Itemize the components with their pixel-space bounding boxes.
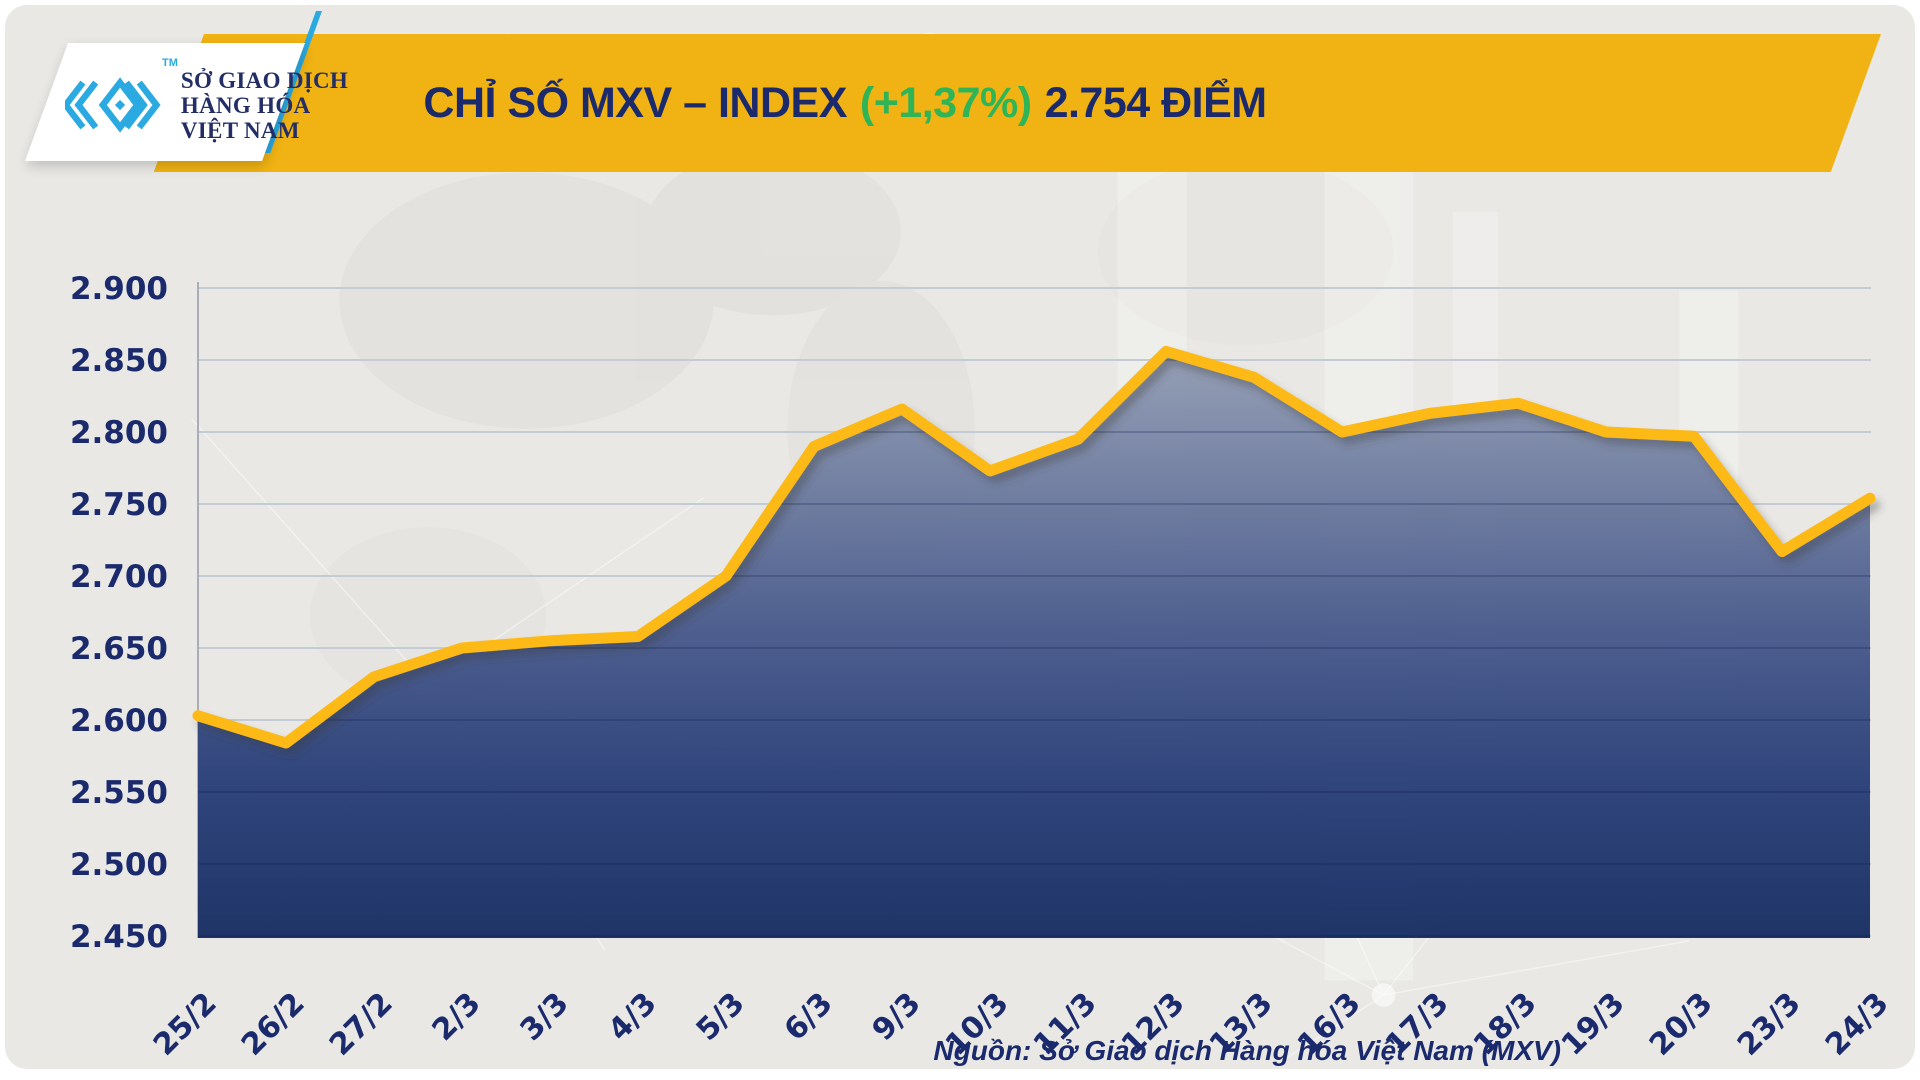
x-axis-label: 6/3	[778, 986, 840, 1048]
x-axis-label: 27/2	[323, 986, 400, 1063]
area-fill	[198, 351, 1870, 938]
x-axis-label: 23/3	[1731, 986, 1808, 1063]
x-axis-label: 19/3	[1555, 986, 1632, 1063]
trademark-symbol: TM	[162, 57, 178, 69]
y-axis-label: 2.800	[70, 415, 168, 451]
mxv-index-area-chart: 2.450 2.500 2.550 2.600 2.650 2.700 2.750 2.800…	[70, 271, 1896, 1063]
chart-card: 2.450 2.500 2.550 2.600 2.650 2.700 2.750 2.800…	[5, 5, 1915, 1069]
logo-text-line1: SỞ GIAO DỊCH	[180, 67, 349, 93]
x-axis-label: 4/3	[602, 986, 664, 1048]
chart-title: CHỈ SỐ MXV – INDEX (+1,37%) 2.754 ĐIỂM	[423, 34, 1267, 172]
x-axis-label: 3/3	[514, 986, 576, 1048]
x-axis-label: 24/3	[1819, 986, 1896, 1063]
title-points: 2.754 ĐIỂM	[1044, 78, 1268, 127]
y-axis-label: 2.550	[70, 775, 168, 811]
y-axis-label: 2.750	[70, 487, 168, 523]
logo: TM SỞ GIAO DỊCH HÀNG HÓA VIỆT NAM	[65, 55, 348, 155]
area-series	[198, 351, 1870, 938]
y-axis-label: 2.650	[70, 631, 168, 667]
source-caption: Nguồn: Sở Giao dịch Hàng hóa Việt Nam (M…	[933, 1035, 1561, 1066]
logo-text: SỞ GIAO DỊCH HÀNG HÓA VIỆT NAM	[181, 68, 348, 143]
index-line	[192, 345, 1876, 749]
y-axis-label: 2.900	[70, 271, 168, 307]
x-axis-label: 26/2	[235, 986, 312, 1063]
logo-text-line3: VIỆT NAM	[180, 117, 300, 143]
y-axis-labels: 2.450 2.500 2.550 2.600 2.650 2.700 2.750 2.800…	[70, 271, 168, 955]
x-axis-label: 2/3	[426, 986, 488, 1048]
line-series	[192, 345, 1876, 749]
y-axis-label: 2.850	[70, 343, 168, 379]
title-change-percent: (+1,37%)	[859, 78, 1032, 127]
y-axis-label: 2.600	[70, 703, 168, 739]
x-axis-label: 5/3	[690, 986, 752, 1048]
mxv-logo-icon	[65, 77, 161, 133]
title-prefix: CHỈ SỐ MXV – INDEX	[423, 78, 847, 127]
y-axis-label: 2.500	[70, 847, 168, 883]
x-axis-label: 25/2	[147, 986, 224, 1063]
y-axis-label: 2.700	[70, 559, 168, 595]
logo-text-line2: HÀNG HÓA	[180, 92, 311, 118]
y-axis-label: 2.450	[70, 919, 168, 955]
x-axis-label: 20/3	[1643, 986, 1720, 1063]
